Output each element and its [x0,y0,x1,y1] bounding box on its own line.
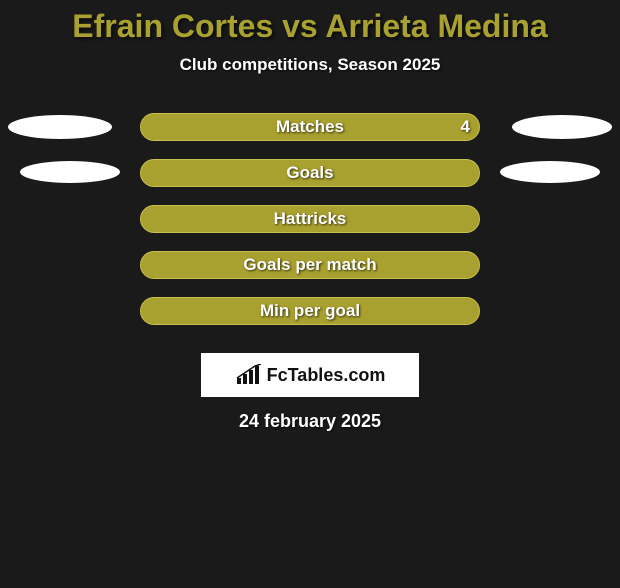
left-ellipse-icon [8,115,112,139]
stats-rows: Matches 4 Goals Hattricks Goals per matc… [0,113,620,343]
date-text: 24 february 2025 [0,411,620,432]
logo: FcTables.com [235,364,386,386]
logo-text: FcTables.com [267,365,386,386]
stat-row-goals: Goals [0,159,620,205]
page-subtitle: Club competitions, Season 2025 [0,55,620,75]
stat-row-matches: Matches 4 [0,113,620,159]
stat-label: Min per goal [140,297,480,325]
right-ellipse-icon [500,161,600,183]
stat-label: Goals [140,159,480,187]
stat-label: Goals per match [140,251,480,279]
stat-row-hattricks: Hattricks [0,205,620,251]
right-ellipse-icon [512,115,612,139]
stat-value: 4 [461,113,470,141]
logo-box: FcTables.com [201,353,419,397]
stat-label: Hattricks [140,205,480,233]
left-ellipse-icon [20,161,120,183]
stat-label: Matches [140,113,480,141]
page-title: Efrain Cortes vs Arrieta Medina [0,8,620,45]
stat-row-goals-per-match: Goals per match [0,251,620,297]
stat-row-min-per-goal: Min per goal [0,297,620,343]
chart-bars-icon [235,364,263,386]
